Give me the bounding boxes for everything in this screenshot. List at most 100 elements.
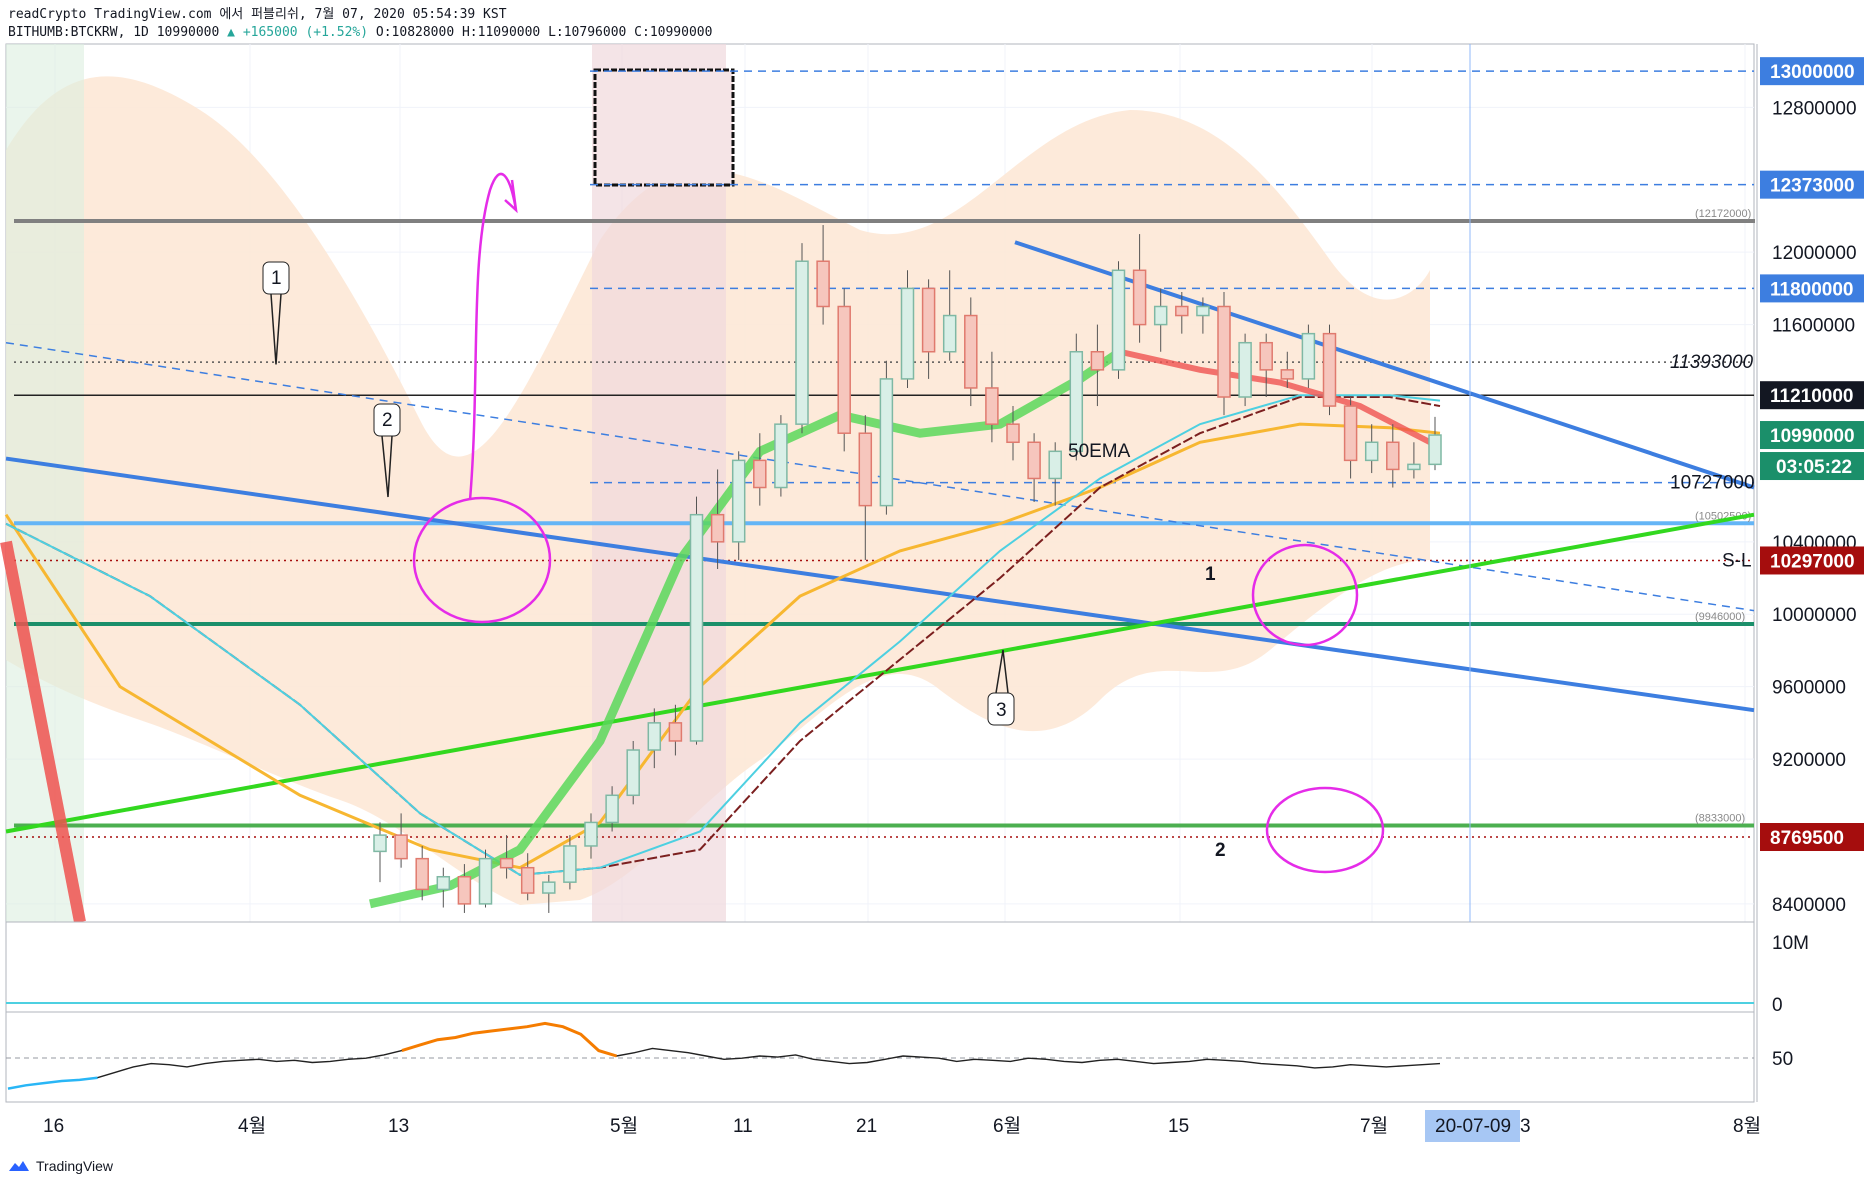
candle-body	[1428, 434, 1442, 466]
descending-trendline-lower	[5, 456, 1755, 713]
level-small-label: (8833000)	[1695, 813, 1745, 825]
level-label-10727000: 10727000	[1670, 473, 1755, 494]
candle-body	[774, 423, 788, 489]
x-tick-label: 7월	[1360, 1115, 1388, 1137]
price-tag-label: 11210000	[1770, 386, 1854, 407]
callout-box	[262, 261, 290, 295]
y-tick-label: 10000000	[1772, 605, 1857, 626]
price-tag-bg	[1760, 421, 1864, 450]
callout-label-2: 2	[382, 410, 393, 431]
callout-pointer-2	[381, 435, 393, 498]
candle-body	[1175, 305, 1189, 317]
candles	[373, 225, 1442, 913]
candle-body	[710, 513, 725, 543]
x-tick-label: 11	[733, 1116, 753, 1137]
candle-body	[394, 834, 408, 860]
countdown-bg	[1760, 452, 1864, 481]
y-tick-label: 12000000	[1772, 243, 1857, 264]
candle-body	[542, 881, 556, 894]
tradingview-footer[interactable]: TradingView	[8, 1158, 113, 1174]
price-tag-bg	[1760, 823, 1864, 852]
left-red-band	[0, 540, 86, 924]
candle-body	[1301, 332, 1316, 380]
candle-body	[647, 722, 662, 751]
y-tick-label: 12800000	[1772, 98, 1857, 119]
y-tick-label: 9600000	[1772, 678, 1846, 699]
x-cursor-bg	[1425, 1110, 1520, 1142]
price-tags: 13000000 12373000 11800000 11210000 10990000…	[1068, 57, 1864, 852]
candle-body	[1111, 269, 1126, 371]
x-tick-label: 16	[43, 1116, 64, 1137]
callout-box-3	[987, 692, 1015, 726]
callout-pointer-3	[995, 649, 1009, 694]
horizontal-levels: (12172000)(10502500)(9946000)(8833000)	[14, 70, 1755, 838]
header-line1: readCrypto TradingView.com 에서 퍼블리쉬, 7월 0…	[8, 7, 507, 22]
price-tag-label: 8769500	[1770, 828, 1844, 849]
candle-body	[1217, 305, 1231, 398]
y-tick-label: 11600000	[1772, 316, 1855, 337]
price-tag-label: 12373000	[1770, 176, 1855, 197]
candle-body	[921, 287, 936, 353]
price-tag-bg	[1760, 274, 1864, 303]
x-tick-label: 13	[388, 1116, 409, 1137]
candle-body	[753, 459, 767, 489]
candle-body	[837, 305, 851, 434]
candle-body	[1048, 450, 1062, 480]
time-axis[interactable]: 16 4월 13 5월 11 21 6월 15 7월 8월 3 20-07-09	[43, 1110, 1761, 1142]
candle-body	[1006, 423, 1020, 444]
volume-tick: 10M	[1772, 933, 1809, 954]
candle-body	[731, 459, 746, 543]
callout-label-3: 3	[996, 700, 1007, 721]
level-label-1: 1	[1205, 564, 1216, 585]
price-tag-bg	[1760, 546, 1864, 575]
y-tick-label: 8400000	[1772, 895, 1846, 916]
candle-body	[520, 866, 535, 894]
candle-body	[858, 432, 873, 507]
rsi-pane[interactable]	[5, 1011, 1755, 1103]
candle-body	[584, 821, 598, 847]
candle-body	[795, 260, 809, 425]
candle-body	[1090, 351, 1105, 371]
x-tick-label: 6월	[993, 1115, 1021, 1137]
candle-body	[1280, 369, 1295, 380]
magenta-arrow	[468, 172, 518, 501]
rsi-tick: 50	[1772, 1049, 1793, 1070]
rsi-oversold-segment	[7, 1076, 98, 1090]
callout-pointer	[270, 293, 282, 365]
level-small-label: (12172000)	[1695, 208, 1751, 220]
header-change: ▲ +165000 (+1.52%)	[227, 25, 369, 40]
candle-body	[985, 387, 999, 425]
price-tag-label: 10297000	[1770, 551, 1855, 572]
level-label-11393000: 11393000	[1670, 352, 1754, 373]
candle-body	[942, 314, 957, 353]
y-axis-ticks: 1280000012000000116000001040000010000000…	[1772, 98, 1857, 916]
volume-pane[interactable]	[5, 921, 1755, 1013]
tradingview-logo-icon	[9, 1161, 29, 1171]
y-tick-label: 9200000	[1772, 750, 1846, 771]
sl-label: S-L	[1722, 550, 1752, 571]
candle-body	[1132, 269, 1147, 326]
volume-tick: 0	[1772, 995, 1783, 1016]
candle-body	[668, 722, 683, 742]
ma-dark-red-line	[5, 396, 1441, 876]
countdown-label: 03:05:22	[1776, 457, 1852, 478]
header-last: 10990000	[156, 25, 220, 40]
x-partial-label: 3	[1520, 1116, 1531, 1137]
candle-body	[1259, 341, 1273, 371]
candle-body	[1153, 305, 1168, 326]
x-tick-label: 4월	[238, 1115, 266, 1137]
magenta-circle-3	[1265, 786, 1385, 874]
footer-brand: TradingView	[36, 1158, 114, 1174]
price-tag-bg	[1760, 57, 1864, 86]
price-tag-label: 11800000	[1770, 279, 1854, 300]
price-tag-label: 13000000	[1770, 62, 1855, 83]
rsi-line	[7, 1021, 1441, 1090]
callout-box-2	[373, 403, 401, 437]
highlight-box	[593, 68, 735, 187]
rsi-axis: 50	[1772, 1049, 1793, 1070]
candle-body	[415, 857, 429, 891]
candle-body	[879, 378, 894, 507]
candle-body	[1364, 441, 1379, 462]
price-tag-bg	[1760, 170, 1864, 199]
